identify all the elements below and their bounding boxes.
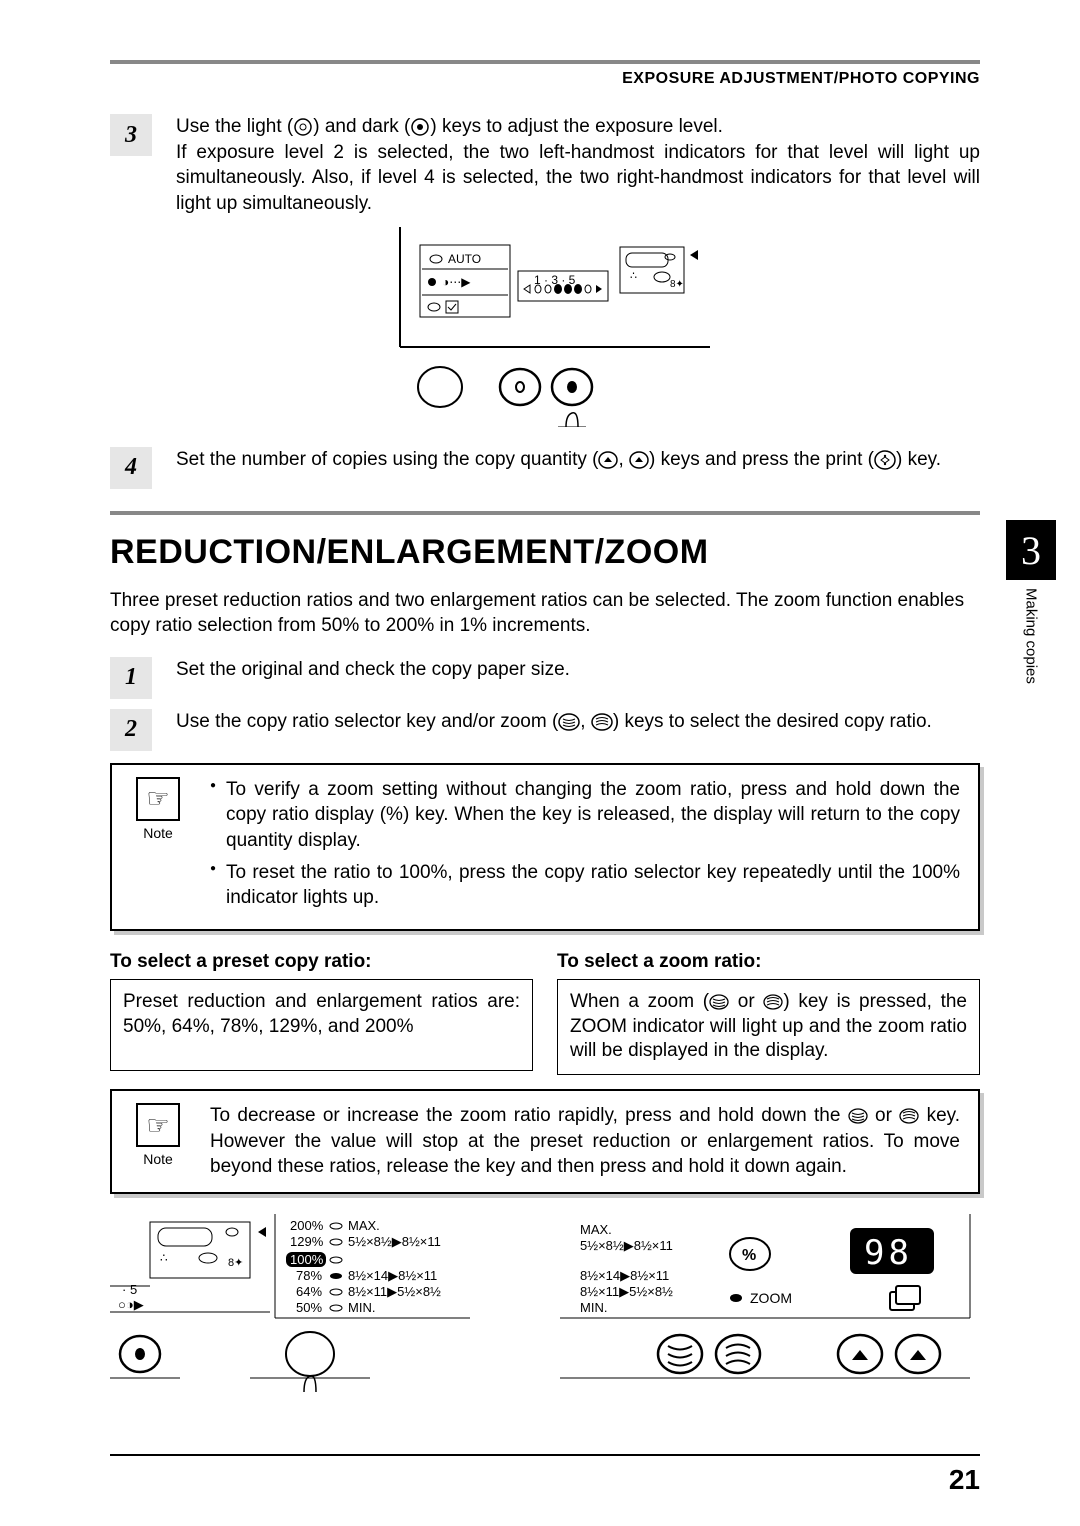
print-key-icon [874,450,896,470]
header-title: EXPOSURE ADJUSTMENT/PHOTO COPYING [110,70,980,88]
page-number: 21 [949,1464,980,1496]
note-bullet: To verify a zoom setting without changin… [210,777,960,854]
zoom-up-button-icon [716,1335,760,1373]
step-number: 1 [110,657,152,699]
svg-text:◑⋯▶: ◑⋯▶ [442,275,471,289]
section-rule [110,511,980,515]
dark-button-icon [552,369,592,405]
light-button-icon [500,369,540,405]
svg-text:8½×14▶8½×11: 8½×14▶8½×11 [348,1268,437,1283]
section-title: REDUCTION/ENLARGEMENT/ZOOM [110,533,980,572]
step-text: Set the original and check the copy pape… [176,657,570,699]
svg-text:8½×14▶8½×11: 8½×14▶8½×11 [580,1268,669,1283]
svg-text:MAX.: MAX. [348,1218,380,1233]
ratio-columns: To select a preset copy ratio: Preset re… [110,951,980,1075]
step-text: Use the light () and dark () keys to adj… [176,114,980,217]
step-text: Use the copy ratio selector key and/or z… [176,709,932,751]
svg-text:200%: 200% [290,1218,324,1233]
note-block-2: ☞ Note To decrease or increase the zoom … [110,1089,980,1194]
step-number: 2 [110,709,152,751]
chapter-tab: 3 Making copies [1006,520,1056,720]
zoom-down-icon [848,1108,868,1124]
svg-text:5½×8½▶8½×11: 5½×8½▶8½×11 [348,1234,441,1249]
svg-text:8✦: 8✦ [228,1257,243,1269]
note-icon: ☞ [136,777,180,821]
dark-key-icon [410,117,430,137]
svg-text:MIN.: MIN. [348,1300,375,1315]
svg-text:○◑▶: ○◑▶ [118,1297,144,1312]
chapter-label: Making copies [1023,588,1040,684]
qty-down-icon [598,451,618,469]
svg-text:∴: ∴ [630,270,637,282]
zoom-up-icon [899,1108,919,1124]
zoom-up-icon [591,713,613,731]
svg-text:%: % [742,1247,756,1264]
col-heading-left: To select a preset copy ratio: [110,951,533,973]
note-label: Note [130,1151,186,1167]
svg-text:100%: 100% [290,1252,324,1267]
step-2: 2 Use the copy ratio selector key and/or… [110,709,980,751]
svg-text:8✦: 8✦ [670,279,684,290]
step-number: 3 [110,114,152,156]
col-heading-right: To select a zoom ratio: [557,951,980,973]
footer-rule [110,1454,980,1456]
svg-text:98: 98 [864,1233,913,1273]
svg-text:∴: ∴ [160,1251,168,1265]
step-3-body: If exposure level 2 is selected, the two… [176,140,980,217]
col-body-left: Preset reduction and enlargement ratios … [110,979,533,1071]
zoom-ratio-diagram: MAX. 5½×8½▶8½×11 8½×14▶8½×11 8½×11▶5½×8½… [560,1214,980,1394]
qty-up-icon [629,451,649,469]
light-key-icon [293,117,313,137]
svg-text:MIN.: MIN. [580,1300,607,1315]
note-icon: ☞ [136,1103,180,1147]
step-4: 4 Set the number of copies using the cop… [110,447,980,489]
svg-text:ZOOM: ZOOM [750,1290,792,1306]
svg-text:8½×11▶5½×8½: 8½×11▶5½×8½ [580,1284,673,1299]
section-intro: Three preset reduction ratios and two en… [110,588,980,639]
auto-label: AUTO [448,252,481,266]
step-1: 1 Set the original and check the copy pa… [110,657,980,699]
chapter-number: 3 [1006,520,1056,580]
zoom-down-icon [709,994,729,1010]
exposure-panel-diagram: AUTO ◑⋯▶ 1 · 3 · 5 ∴ 8✦ [390,227,720,427]
note-label: Note [130,825,186,841]
svg-text:· 5: · 5 [122,1282,137,1297]
note2-text: To decrease or increase the zoom ratio r… [210,1103,960,1180]
note-bullet: To reset the ratio to 100%, press the co… [210,860,960,911]
zoom-down-button-icon [658,1335,702,1373]
bottom-diagrams: ∴ 8✦ · 5 ○◑▶ 200% MAX. 129% 5½×8½▶8½×11 10… [110,1214,980,1394]
zoom-down-icon [558,713,580,731]
svg-text:64%: 64% [296,1284,322,1299]
step-text: Set the number of copies using the copy … [176,447,941,489]
step-number: 4 [110,447,152,489]
svg-text:50%: 50% [296,1300,322,1315]
zoom-up-icon [763,994,783,1010]
preset-ratio-diagram: ∴ 8✦ · 5 ○◑▶ 200% MAX. 129% 5½×8½▶8½×11 10… [110,1214,510,1394]
svg-text:5½×8½▶8½×11: 5½×8½▶8½×11 [580,1238,673,1253]
note-block-1: ☞ Note To verify a zoom setting without … [110,763,980,931]
step-3: 3 Use the light () and dark () keys to a… [110,114,980,217]
header-rule [110,60,980,64]
svg-text:129%: 129% [290,1234,324,1249]
col-body-right: When a zoom ( or ) key is pressed, the Z… [557,979,980,1075]
svg-text:78%: 78% [296,1268,322,1283]
svg-text:MAX.: MAX. [580,1222,612,1237]
svg-text:8½×11▶5½×8½: 8½×11▶5½×8½ [348,1284,441,1299]
